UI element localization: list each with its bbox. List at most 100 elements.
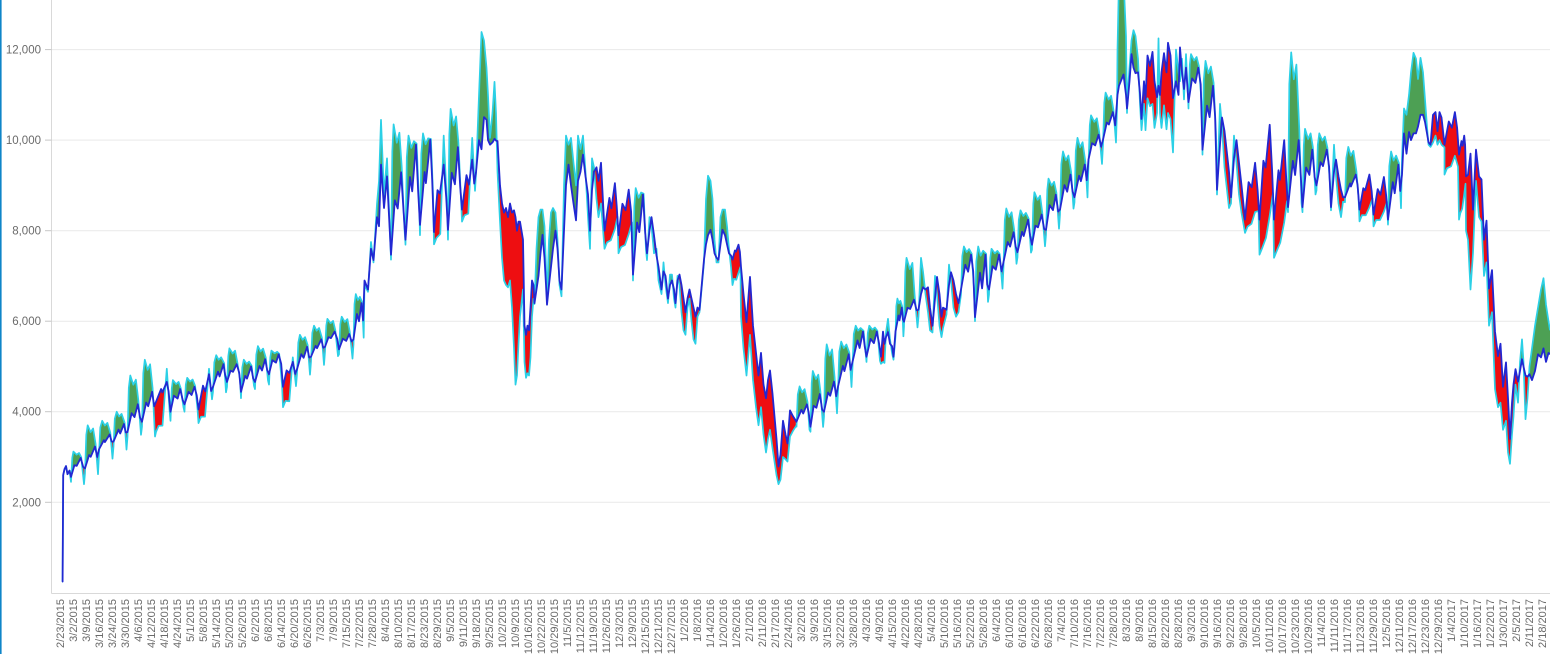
svg-text:4/6/2015: 4/6/2015: [133, 599, 145, 642]
svg-text:2/17/2016: 2/17/2016: [770, 599, 782, 648]
svg-text:6,000: 6,000: [12, 316, 41, 328]
svg-text:8/29/2015: 8/29/2015: [432, 599, 444, 648]
svg-text:10/11/2016: 10/11/2016: [1264, 599, 1276, 653]
svg-text:12/29/2016: 12/29/2016: [1433, 599, 1445, 654]
svg-text:12/3/2015: 12/3/2015: [614, 599, 626, 648]
svg-text:8/23/2015: 8/23/2015: [419, 599, 431, 648]
svg-text:6/16/2016: 6/16/2016: [1017, 599, 1029, 648]
svg-text:7/28/2016: 7/28/2016: [1108, 599, 1120, 648]
svg-text:1/10/2017: 1/10/2017: [1459, 599, 1471, 648]
svg-text:4/28/2016: 4/28/2016: [913, 599, 925, 648]
svg-text:5/14/2015: 5/14/2015: [211, 599, 223, 648]
svg-text:3/16/2015: 3/16/2015: [94, 599, 106, 648]
svg-text:3/9/2016: 3/9/2016: [809, 599, 821, 642]
svg-text:9/5/2015: 9/5/2015: [445, 599, 457, 642]
svg-text:12/17/2016: 12/17/2016: [1407, 599, 1419, 654]
svg-text:5/10/2016: 5/10/2016: [939, 599, 951, 648]
svg-text:2/18/2017: 2/18/2017: [1537, 599, 1549, 648]
svg-text:7/16/2016: 7/16/2016: [1082, 599, 1094, 648]
svg-text:8/15/2016: 8/15/2016: [1147, 599, 1159, 648]
svg-text:1/14/2016: 1/14/2016: [705, 599, 717, 648]
svg-text:5/28/2016: 5/28/2016: [978, 599, 990, 648]
svg-text:7/22/2016: 7/22/2016: [1095, 599, 1107, 648]
svg-text:1/2/2016: 1/2/2016: [679, 599, 691, 642]
svg-text:9/10/2016: 9/10/2016: [1199, 599, 1211, 648]
svg-text:11/5/2015: 11/5/2015: [562, 599, 574, 647]
svg-text:9/3/2016: 9/3/2016: [1186, 599, 1198, 642]
svg-text:7/28/2015: 7/28/2015: [367, 599, 379, 648]
svg-text:7/3/2015: 7/3/2015: [315, 599, 327, 642]
svg-text:9/11/2015: 9/11/2015: [458, 599, 470, 647]
svg-text:3/24/2015: 3/24/2015: [107, 599, 119, 648]
svg-text:3/22/2016: 3/22/2016: [835, 599, 847, 648]
svg-text:1/26/2016: 1/26/2016: [731, 599, 743, 648]
svg-text:7/4/2016: 7/4/2016: [1056, 599, 1068, 642]
svg-text:9/16/2016: 9/16/2016: [1212, 599, 1224, 648]
svg-text:12,000: 12,000: [6, 45, 41, 57]
svg-text:4/18/2015: 4/18/2015: [159, 599, 171, 648]
svg-text:10/17/2016: 10/17/2016: [1277, 599, 1289, 654]
svg-text:5/8/2015: 5/8/2015: [198, 599, 210, 642]
svg-text:4/3/2016: 4/3/2016: [861, 599, 873, 642]
svg-text:3/30/2015: 3/30/2015: [120, 599, 132, 648]
svg-text:11/23/2016: 11/23/2016: [1355, 599, 1367, 653]
svg-text:3/9/2015: 3/9/2015: [81, 599, 93, 642]
svg-text:2,000: 2,000: [12, 497, 41, 509]
svg-text:7/15/2015: 7/15/2015: [341, 599, 353, 648]
svg-text:1/4/2017: 1/4/2017: [1446, 599, 1458, 642]
svg-text:1/20/2016: 1/20/2016: [718, 599, 730, 648]
svg-text:11/19/2015: 11/19/2015: [588, 599, 600, 653]
svg-text:9/28/2016: 9/28/2016: [1238, 599, 1250, 648]
svg-text:6/22/2016: 6/22/2016: [1030, 599, 1042, 648]
svg-text:5/20/2015: 5/20/2015: [224, 599, 236, 648]
svg-text:12/23/2016: 12/23/2016: [1420, 599, 1432, 654]
svg-text:12/21/2015: 12/21/2015: [653, 599, 665, 654]
svg-text:12/27/2015: 12/27/2015: [666, 599, 678, 654]
svg-text:6/4/2016: 6/4/2016: [991, 599, 1003, 642]
svg-text:1/30/2017: 1/30/2017: [1498, 599, 1510, 648]
svg-text:11/11/2016: 11/11/2016: [1329, 599, 1341, 652]
svg-text:11/29/2016: 11/29/2016: [1368, 599, 1380, 653]
svg-text:11/17/2016: 11/17/2016: [1342, 599, 1354, 653]
svg-text:6/2/2015: 6/2/2015: [250, 599, 262, 642]
svg-text:8/28/2016: 8/28/2016: [1173, 599, 1185, 648]
svg-text:2/24/2016: 2/24/2016: [783, 599, 795, 648]
svg-text:6/20/2015: 6/20/2015: [289, 599, 301, 648]
svg-text:10/16/2015: 10/16/2015: [523, 599, 535, 654]
svg-text:10/29/2015: 10/29/2015: [549, 599, 561, 654]
svg-text:9/22/2016: 9/22/2016: [1225, 599, 1237, 648]
svg-text:10/2/2015: 10/2/2015: [497, 599, 509, 648]
svg-text:5/1/2015: 5/1/2015: [185, 599, 197, 642]
svg-text:4/24/2015: 4/24/2015: [172, 599, 184, 648]
svg-text:2/11/2017: 2/11/2017: [1524, 599, 1536, 647]
svg-text:8/17/2015: 8/17/2015: [406, 599, 418, 648]
svg-text:7/10/2016: 7/10/2016: [1069, 599, 1081, 648]
svg-text:10/22/2015: 10/22/2015: [536, 599, 548, 654]
svg-text:4/22/2016: 4/22/2016: [900, 599, 912, 648]
svg-text:1/16/2017: 1/16/2017: [1472, 599, 1484, 648]
svg-text:6/14/2015: 6/14/2015: [276, 599, 288, 648]
svg-text:12/5/2016: 12/5/2016: [1381, 599, 1393, 648]
svg-text:2/5/2017: 2/5/2017: [1511, 599, 1523, 642]
svg-text:5/26/2015: 5/26/2015: [237, 599, 249, 648]
svg-text:11/26/2015: 11/26/2015: [601, 599, 613, 653]
svg-text:8/3/2016: 8/3/2016: [1121, 599, 1133, 642]
svg-text:9/18/2015: 9/18/2015: [471, 599, 483, 648]
svg-text:6/8/2015: 6/8/2015: [263, 599, 275, 642]
svg-text:5/22/2016: 5/22/2016: [965, 599, 977, 648]
svg-text:4/9/2016: 4/9/2016: [874, 599, 886, 642]
svg-text:2/11/2016: 2/11/2016: [757, 599, 769, 647]
svg-text:5/4/2016: 5/4/2016: [926, 599, 938, 642]
svg-text:10/23/2016: 10/23/2016: [1290, 599, 1302, 654]
svg-text:10/9/2015: 10/9/2015: [510, 599, 522, 648]
svg-text:12/9/2015: 12/9/2015: [627, 599, 639, 648]
svg-text:7/9/2015: 7/9/2015: [328, 599, 340, 642]
svg-text:5/16/2016: 5/16/2016: [952, 599, 964, 648]
svg-text:6/26/2015: 6/26/2015: [302, 599, 314, 648]
svg-text:8/4/2015: 8/4/2015: [380, 599, 392, 642]
svg-text:3/2/2015: 3/2/2015: [68, 599, 80, 642]
svg-text:4,000: 4,000: [12, 407, 41, 419]
svg-text:1/22/2017: 1/22/2017: [1485, 599, 1497, 648]
svg-text:10,000: 10,000: [6, 135, 41, 147]
svg-text:8/10/2015: 8/10/2015: [393, 599, 405, 648]
